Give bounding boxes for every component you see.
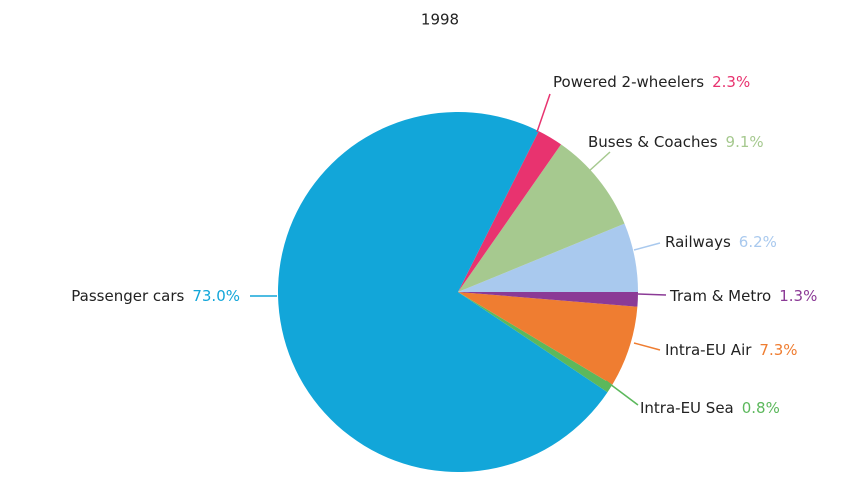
leader-line <box>637 293 667 296</box>
slice-value: 1.3% <box>779 287 817 305</box>
slice-name: Passenger cars <box>71 287 184 305</box>
leader-line <box>536 93 551 133</box>
slice-label: Passenger cars 73.0% <box>71 287 240 305</box>
leader-line <box>633 242 661 251</box>
pie-slice <box>458 131 562 292</box>
pie-slice <box>278 112 608 473</box>
slice-name: Buses & Coaches <box>588 133 718 151</box>
slice-name: Railways <box>665 233 731 251</box>
leader-line <box>605 380 639 406</box>
pie-slice <box>458 292 638 385</box>
pie-slice <box>458 223 638 292</box>
slice-label: Intra-EU Sea 0.8% <box>640 399 780 417</box>
slice-value: 9.1% <box>726 133 764 151</box>
slice-name: Intra-EU Air <box>665 341 752 359</box>
pie-slice <box>458 292 613 393</box>
slice-value: 2.3% <box>712 73 750 91</box>
slice-value: 6.2% <box>739 233 777 251</box>
slice-name: Tram & Metro <box>669 287 771 305</box>
slice-label: Tram & Metro 1.3% <box>669 287 817 305</box>
slice-value: 0.8% <box>742 399 780 417</box>
slice-value: 7.3% <box>759 341 797 359</box>
slice-label: Railways 6.2% <box>665 233 777 251</box>
slice-label: Intra-EU Air 7.3% <box>665 341 798 359</box>
slice-name: Powered 2-wheelers <box>553 73 704 91</box>
leader-line <box>587 151 611 173</box>
leader-line <box>633 342 661 351</box>
slice-label: Powered 2-wheelers 2.3% <box>553 73 750 91</box>
pie-slice <box>458 144 625 292</box>
slice-value: 73.0% <box>192 287 240 305</box>
pie-slice <box>458 292 638 307</box>
chart-title: 1998 <box>421 11 459 29</box>
slice-label: Buses & Coaches 9.1% <box>588 133 764 151</box>
slice-name: Intra-EU Sea <box>640 399 734 417</box>
